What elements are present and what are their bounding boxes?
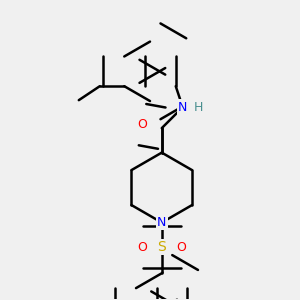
Text: N: N xyxy=(157,216,167,229)
Text: O: O xyxy=(176,241,186,254)
Text: O: O xyxy=(138,118,148,131)
Text: S: S xyxy=(158,240,166,254)
Text: O: O xyxy=(138,241,148,254)
Text: H: H xyxy=(194,101,203,114)
Text: N: N xyxy=(178,101,188,114)
